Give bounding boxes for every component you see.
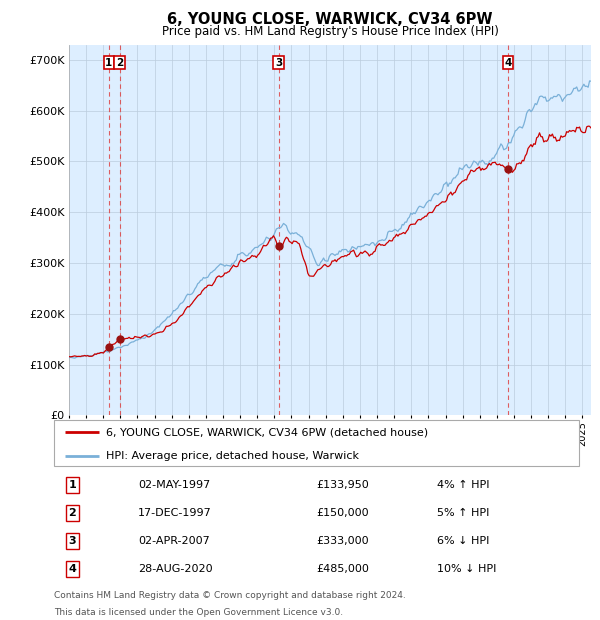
Text: 1: 1 xyxy=(105,58,113,68)
Text: 3: 3 xyxy=(275,58,282,68)
Text: Price paid vs. HM Land Registry's House Price Index (HPI): Price paid vs. HM Land Registry's House … xyxy=(161,25,499,37)
Text: £133,950: £133,950 xyxy=(317,480,369,490)
Text: 6% ↓ HPI: 6% ↓ HPI xyxy=(437,536,490,546)
Text: 4: 4 xyxy=(505,58,512,68)
Text: 4% ↑ HPI: 4% ↑ HPI xyxy=(437,480,490,490)
Text: 17-DEC-1997: 17-DEC-1997 xyxy=(138,508,212,518)
Text: 2: 2 xyxy=(116,58,123,68)
Text: 3: 3 xyxy=(68,536,76,546)
Text: 4: 4 xyxy=(68,564,76,574)
Text: HPI: Average price, detached house, Warwick: HPI: Average price, detached house, Warw… xyxy=(107,451,359,461)
Text: 6, YOUNG CLOSE, WARWICK, CV34 6PW (detached house): 6, YOUNG CLOSE, WARWICK, CV34 6PW (detac… xyxy=(107,427,428,437)
Text: £333,000: £333,000 xyxy=(317,536,369,546)
Text: This data is licensed under the Open Government Licence v3.0.: This data is licensed under the Open Gov… xyxy=(54,608,343,617)
Text: £150,000: £150,000 xyxy=(317,508,369,518)
FancyBboxPatch shape xyxy=(54,420,579,466)
Text: 1: 1 xyxy=(68,480,76,490)
Text: 02-MAY-1997: 02-MAY-1997 xyxy=(138,480,210,490)
Text: £485,000: £485,000 xyxy=(317,564,370,574)
Text: 02-APR-2007: 02-APR-2007 xyxy=(138,536,210,546)
Text: 28-AUG-2020: 28-AUG-2020 xyxy=(138,564,212,574)
Text: 2: 2 xyxy=(68,508,76,518)
Text: 5% ↑ HPI: 5% ↑ HPI xyxy=(437,508,490,518)
Text: Contains HM Land Registry data © Crown copyright and database right 2024.: Contains HM Land Registry data © Crown c… xyxy=(54,591,406,600)
Text: 6, YOUNG CLOSE, WARWICK, CV34 6PW: 6, YOUNG CLOSE, WARWICK, CV34 6PW xyxy=(167,12,493,27)
Text: 10% ↓ HPI: 10% ↓ HPI xyxy=(437,564,497,574)
